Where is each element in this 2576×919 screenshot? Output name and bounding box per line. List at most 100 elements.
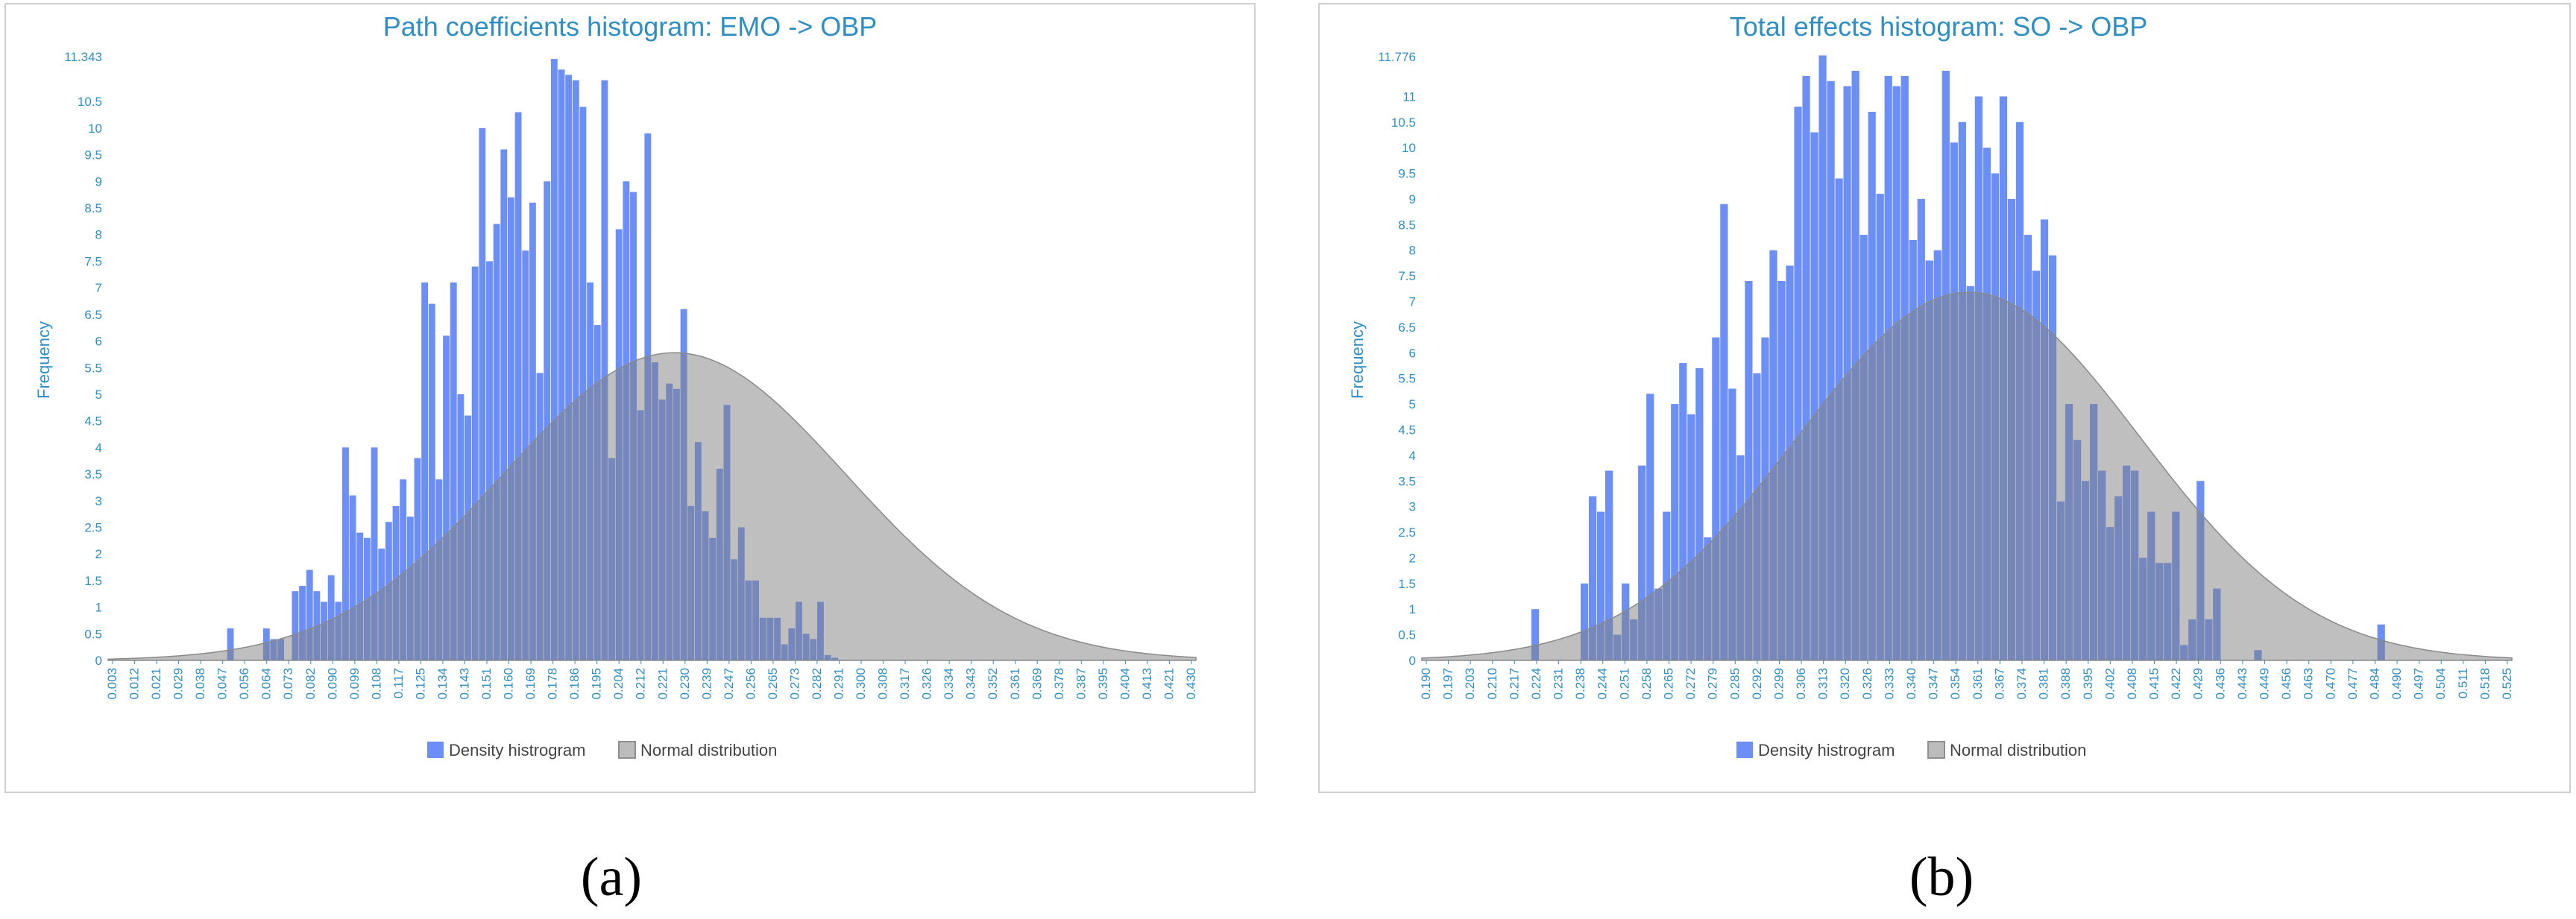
y-tick-label: 10.5	[78, 95, 102, 109]
y-tick-label: 10	[88, 121, 102, 136]
x-tick-label: 0.125	[413, 668, 427, 700]
histogram-bar	[349, 495, 356, 660]
figure-caption-a: (a)	[580, 847, 643, 908]
y-tick-label: 8	[1409, 244, 1416, 258]
histogram-bar	[1769, 250, 1777, 661]
x-tick-label: 0.463	[2302, 668, 2316, 700]
x-tick-label: 0.256	[743, 668, 758, 700]
histogram-bar	[1671, 404, 1679, 660]
y-tick-label: 8.5	[84, 201, 102, 215]
histogram-bar	[572, 80, 579, 660]
y-tick-label: 2.5	[1398, 525, 1416, 540]
y-tick-label: 11.776	[1378, 50, 1416, 64]
x-tick-label: 0.320	[1838, 668, 1852, 700]
y-tick-label: 10	[1402, 141, 1416, 155]
x-tick-label: 0.221	[655, 668, 670, 700]
x-tick-label: 0.265	[766, 668, 780, 700]
y-tick-label: 5.5	[84, 361, 102, 375]
x-tick-label: 0.238	[1573, 668, 1587, 700]
y-tick-label: 7.5	[84, 254, 102, 268]
x-tick-label: 0.430	[1184, 668, 1198, 700]
y-tick-label: 0.5	[84, 627, 102, 641]
histogram-bar	[579, 107, 587, 661]
x-tick-label: 0.347	[1927, 668, 1941, 700]
x-tick-label: 0.306	[1794, 668, 1808, 700]
y-tick-label: 4.5	[84, 414, 102, 429]
x-tick-label: 0.374	[2015, 668, 2029, 700]
x-tick-label: 0.178	[546, 668, 560, 700]
chart-legend: Density histrogram Normal distribution	[1736, 741, 2086, 759]
histogram-bar	[292, 591, 299, 660]
x-tick-label: 0.169	[523, 668, 538, 700]
y-tick-label: 3	[1409, 500, 1416, 514]
x-tick-label: 0.354	[1948, 668, 1962, 700]
x-tick-label: 0.108	[369, 668, 383, 700]
chart-panel-a: Path coefficients histogram: EMO -> OBP …	[4, 3, 1256, 793]
normal-distribution-curve	[107, 352, 1197, 661]
y-tick-label: 3	[95, 494, 102, 508]
histogram-bar	[1794, 107, 1802, 660]
x-tick-label: 0.195	[590, 668, 604, 700]
y-tick-label: 11.343	[64, 50, 102, 64]
x-tick-label: 0.497	[2412, 668, 2426, 700]
histogram-bar	[1720, 203, 1728, 660]
x-tick-label: 0.073	[281, 668, 295, 700]
y-tick-label: 0.5	[1398, 628, 1416, 642]
x-tick-label: 0.224	[1529, 668, 1543, 700]
histogram-chart-b: Total effects histogram: SO -> OBP Frequ…	[1348, 11, 2514, 759]
x-tick-label: 0.282	[810, 668, 824, 700]
histogram-bar	[356, 532, 364, 660]
legend-swatch-normal	[1927, 741, 1945, 759]
y-tick-label: 2.5	[84, 520, 102, 534]
histogram-bar	[514, 112, 522, 661]
x-tick-label: 0.186	[567, 668, 582, 700]
histogram-bar	[1687, 414, 1695, 660]
normal-distribution-curve	[1421, 291, 2513, 661]
x-tick-label: 0.003	[105, 668, 119, 700]
x-tick-label: 0.273	[787, 668, 802, 700]
x-tick-label: 0.333	[1882, 668, 1896, 700]
y-tick-label: 11	[1402, 89, 1416, 104]
x-tick-label: 0.217	[1507, 668, 1521, 700]
y-axis-label: Frequency	[1348, 321, 1367, 399]
histogram-bar	[550, 59, 558, 660]
histogram-bar	[1818, 55, 1827, 661]
histogram-bar	[443, 335, 450, 660]
x-tick-label: 0.190	[1419, 668, 1433, 700]
y-tick-label: 5.5	[1398, 372, 1416, 386]
legend-label-histogram: Density histrogram	[1758, 741, 1895, 759]
x-tick-label: 0.470	[2323, 668, 2337, 700]
x-tick-label: 0.369	[1030, 668, 1044, 700]
x-tick-label: 0.367	[1992, 668, 2006, 700]
histogram-bar	[342, 447, 349, 660]
x-tick-label: 0.160	[502, 668, 516, 700]
y-tick-label: 4	[1409, 449, 1416, 463]
x-tick-label: 0.429	[2191, 668, 2205, 700]
x-tick-label: 0.064	[259, 668, 274, 700]
x-tick-label: 0.422	[2169, 668, 2183, 700]
y-tick-label: 9.5	[1398, 167, 1416, 181]
x-tick-label: 0.203	[1463, 668, 1477, 700]
x-tick-label: 0.404	[1118, 668, 1132, 700]
y-tick-label: 5	[1409, 397, 1416, 411]
histogram-bar	[421, 282, 429, 660]
x-tick-label: 0.134	[435, 668, 450, 700]
y-tick-label: 7	[95, 281, 102, 295]
x-tick-label: 0.395	[1096, 668, 1110, 700]
x-tick-label: 0.511	[2456, 668, 2470, 698]
x-tick-label: 0.317	[898, 668, 912, 700]
y-tick-label: 0	[1409, 654, 1416, 668]
legend-label-normal: Normal distribution	[640, 741, 777, 759]
x-tick-label: 0.308	[876, 668, 890, 700]
histogram-bar	[1679, 363, 1687, 660]
x-tick-label: 0.300	[854, 668, 868, 700]
x-tick-label: 0.231	[1552, 668, 1566, 700]
histogram-bar	[1605, 470, 1613, 660]
x-tick-label: 0.230	[678, 668, 692, 700]
y-tick-label: 1	[1409, 602, 1416, 616]
x-tick-label: 0.279	[1706, 668, 1720, 700]
y-tick-label: 1	[95, 601, 102, 615]
x-tick-label: 0.361	[1008, 668, 1022, 700]
x-tick-label: 0.334	[942, 668, 956, 700]
x-tick-label: 0.443	[2235, 668, 2249, 700]
